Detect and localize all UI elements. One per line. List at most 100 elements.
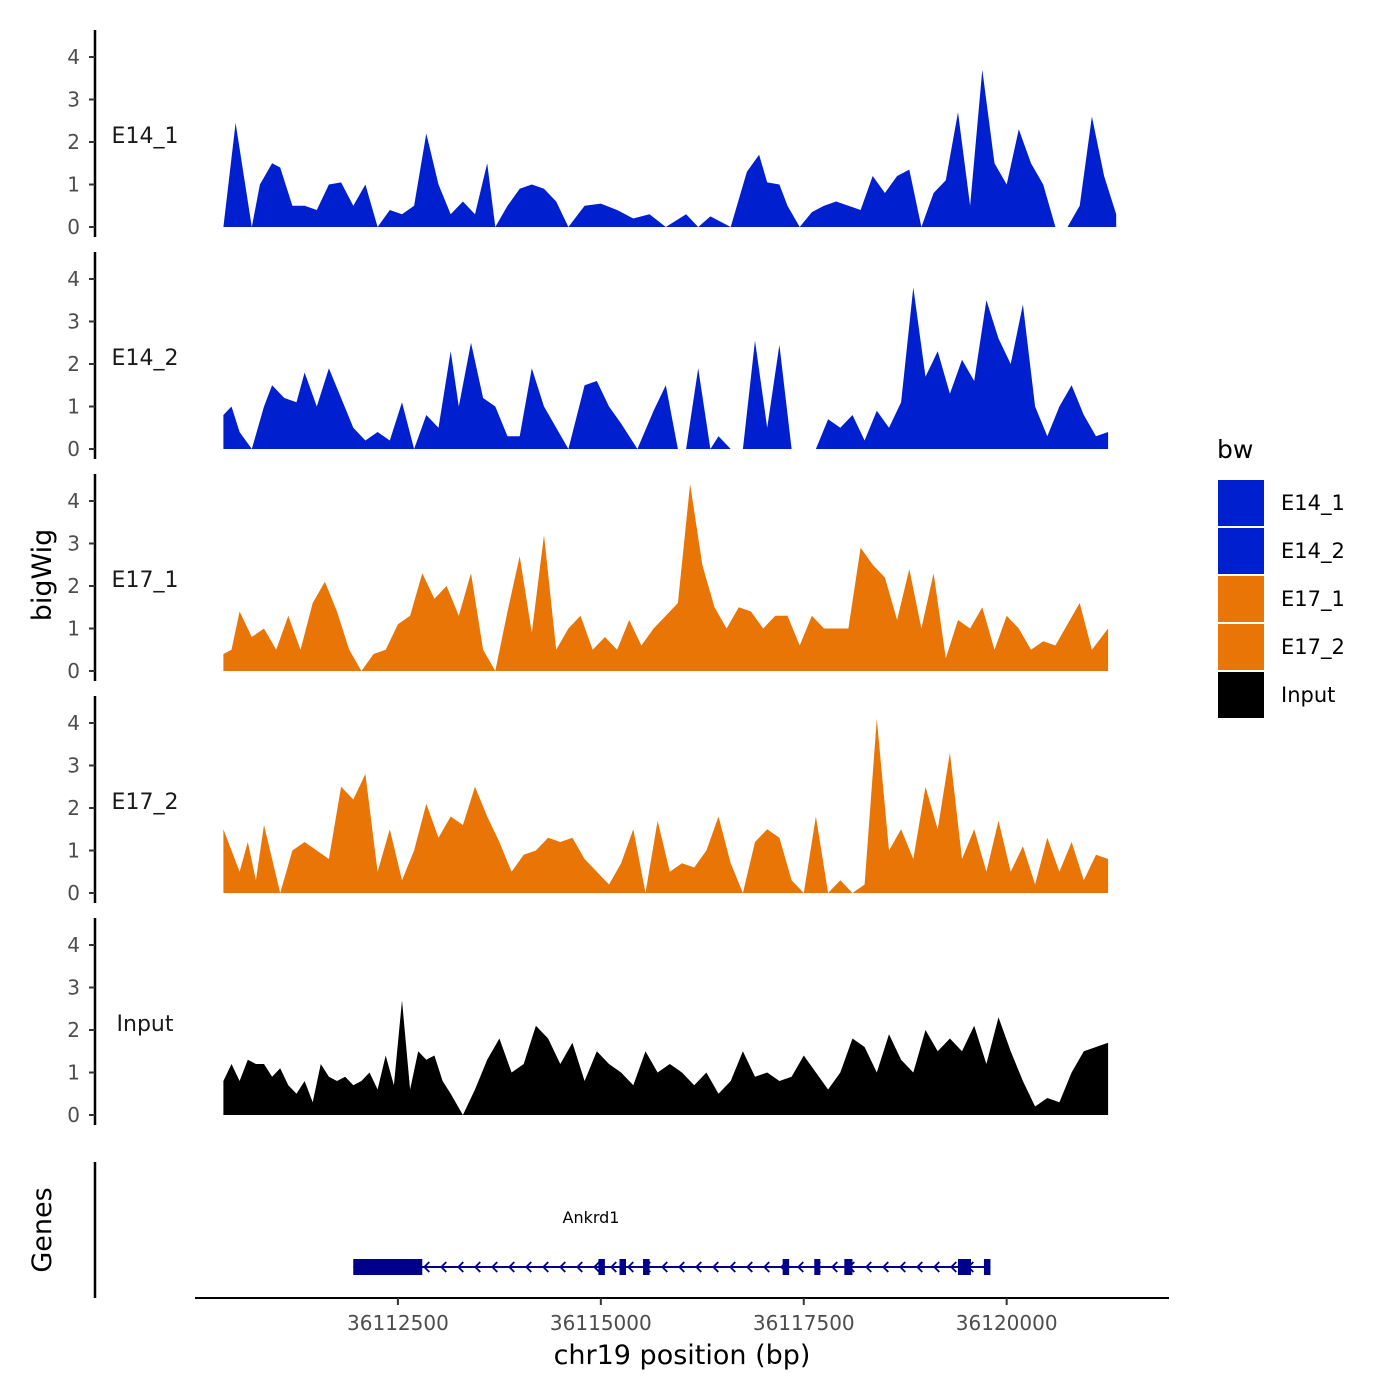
signal-area-e14-1 <box>223 69 1117 227</box>
y-tick-label: 0 <box>67 659 80 683</box>
legend-label: E14_1 <box>1281 491 1345 516</box>
y-tick-label: 0 <box>67 1103 80 1127</box>
strand-arrow <box>440 1261 447 1273</box>
strand-arrow <box>627 1261 634 1273</box>
gene-exon <box>844 1259 853 1275</box>
strand-arrow <box>712 1261 719 1273</box>
x-axis-ticks: 36112500 36115000 36117500 36120000 <box>347 1298 1058 1335</box>
strand-arrow <box>576 1261 583 1273</box>
strand-arrow <box>831 1261 838 1273</box>
gene-exon <box>957 1259 971 1275</box>
y-tick-label: 4 <box>67 933 80 957</box>
strand-arrow <box>763 1261 770 1273</box>
strand-arrow <box>423 1261 430 1273</box>
gene-exon <box>782 1259 790 1275</box>
y-tick-label: 0 <box>67 881 80 905</box>
y-tick-label: 1 <box>67 395 80 419</box>
x-tick-label: 36112500 <box>347 1311 449 1335</box>
y-tick-label: 4 <box>67 45 80 69</box>
track-e17-1: 0 1 2 3 4 E17_1 <box>67 474 1109 683</box>
track-label: E17_2 <box>112 790 179 815</box>
gene-exon <box>598 1259 605 1275</box>
strand-arrow <box>610 1261 617 1273</box>
track-label: E17_1 <box>112 568 179 593</box>
strand-arrow <box>542 1261 549 1273</box>
legend-label: E17_2 <box>1281 635 1345 660</box>
strand-arrow <box>933 1261 940 1273</box>
y-tick-label: 2 <box>67 352 80 376</box>
strand-arrow <box>661 1261 668 1273</box>
y-axis-title: bigWig <box>27 529 58 622</box>
y-tick-label: 3 <box>67 310 80 334</box>
strand-arrow <box>797 1261 804 1273</box>
legend: bw E14_1 E14_2 E17_1 E17_2 Input <box>1217 435 1345 718</box>
track-label: E14_2 <box>112 346 179 371</box>
y-tick-label: 0 <box>67 437 80 461</box>
legend-label: E14_2 <box>1281 539 1345 564</box>
strand-arrow <box>695 1261 702 1273</box>
gene-exon <box>814 1259 821 1275</box>
y-tick-label: 2 <box>67 796 80 820</box>
y-tick-label: 1 <box>67 1061 80 1085</box>
y-tick-label: 0 <box>67 215 80 239</box>
signal-area-input <box>223 1000 1109 1115</box>
track-label: E14_1 <box>112 124 179 149</box>
y-tick-label: 3 <box>67 88 80 112</box>
strand-arrow <box>525 1261 532 1273</box>
y-tick-label: 2 <box>67 130 80 154</box>
track-input: 0 1 2 3 4 Input <box>67 918 1109 1127</box>
y-tick-label: 4 <box>67 267 80 291</box>
x-axis: 36112500 36115000 36117500 36120000 chr19 p… <box>195 1297 1169 1371</box>
strand-arrow <box>593 1261 600 1273</box>
signal-area-e14-2 <box>223 287 1109 449</box>
legend-swatch <box>1218 624 1264 670</box>
y-tick-label: 1 <box>67 617 80 641</box>
legend-label: Input <box>1281 683 1335 707</box>
y-tick-label: 2 <box>67 574 80 598</box>
legend-items: E14_1 E14_2 E17_1 E17_2 Input <box>1218 480 1345 718</box>
strand-arrow <box>746 1261 753 1273</box>
strand-arrow <box>678 1261 685 1273</box>
x-tick-label: 36120000 <box>956 1311 1058 1335</box>
strand-arrow <box>457 1261 464 1273</box>
tracks-group: 0 1 2 3 4 E14_1 0 1 2 3 4 E14_2 0 1 2 3 4 E17_1 0 1 2 3 4 E17_2… <box>67 30 1117 1127</box>
y-tick-label: 1 <box>67 839 80 863</box>
strand-arrow <box>474 1261 481 1273</box>
track-e17-2: 0 1 2 3 4 E17_2 <box>67 696 1109 905</box>
strand-arrow <box>865 1261 872 1273</box>
gene-track: Ankrd1 <box>353 1208 991 1275</box>
x-tick-label: 36115000 <box>550 1311 652 1335</box>
gene-exon <box>983 1259 991 1275</box>
strand-arrow <box>950 1261 957 1273</box>
strand-arrow <box>916 1261 923 1273</box>
strand-arrow <box>899 1261 906 1273</box>
genes-panel-label: Genes <box>27 1187 58 1272</box>
genes-panel: Genes Ankrd1 <box>27 1162 991 1298</box>
y-tick-label: 3 <box>67 754 80 778</box>
legend-swatch <box>1218 528 1264 574</box>
legend-title: bw <box>1217 435 1253 464</box>
y-tick-label: 4 <box>67 489 80 513</box>
strand-arrow <box>559 1261 566 1273</box>
gene-exon <box>643 1259 650 1275</box>
y-tick-label: 4 <box>67 711 80 735</box>
track-e14-2: 0 1 2 3 4 E14_2 <box>67 252 1109 461</box>
signal-area-e17-2 <box>223 718 1109 893</box>
track-e14-1: 0 1 2 3 4 E14_1 <box>67 30 1117 239</box>
y-tick-label: 2 <box>67 1018 80 1042</box>
strand-arrow <box>491 1261 498 1273</box>
gene-exon <box>353 1259 423 1275</box>
x-tick-label: 36117500 <box>753 1311 855 1335</box>
legend-label: E17_1 <box>1281 587 1345 612</box>
x-axis-title: chr19 position (bp) <box>554 1340 811 1371</box>
gene-name-label: Ankrd1 <box>563 1208 620 1227</box>
legend-swatch <box>1218 480 1264 526</box>
y-tick-label: 1 <box>67 173 80 197</box>
legend-swatch <box>1218 672 1264 718</box>
legend-swatch <box>1218 576 1264 622</box>
strand-arrow <box>729 1261 736 1273</box>
y-tick-label: 3 <box>67 532 80 556</box>
track-label: Input <box>117 1012 174 1037</box>
y-tick-label: 3 <box>67 976 80 1000</box>
